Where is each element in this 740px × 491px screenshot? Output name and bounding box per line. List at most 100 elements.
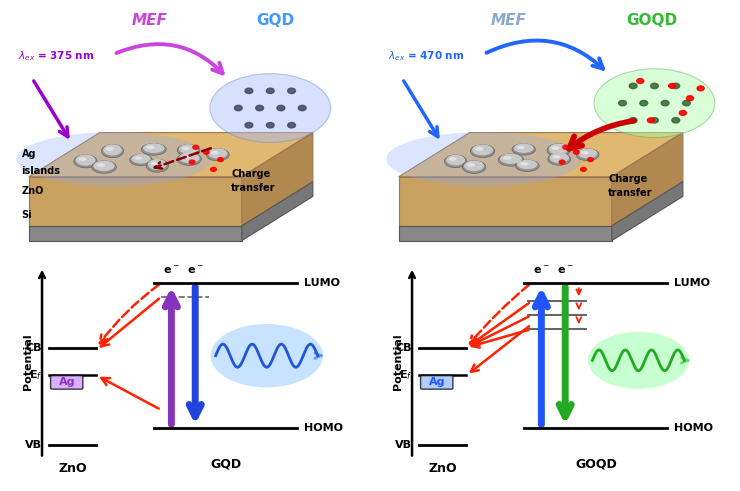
Text: transfer: transfer <box>231 184 276 193</box>
Circle shape <box>193 145 198 149</box>
Ellipse shape <box>515 160 539 171</box>
Circle shape <box>629 118 637 123</box>
Circle shape <box>298 106 306 111</box>
Ellipse shape <box>386 132 582 186</box>
Ellipse shape <box>177 144 200 156</box>
Circle shape <box>563 145 568 149</box>
Ellipse shape <box>576 149 599 161</box>
Text: e$^-$: e$^-$ <box>556 265 574 276</box>
Ellipse shape <box>472 144 493 155</box>
Ellipse shape <box>206 148 229 161</box>
Ellipse shape <box>78 157 87 161</box>
Ellipse shape <box>549 143 568 155</box>
Text: CB: CB <box>26 343 42 353</box>
Text: Potential: Potential <box>24 333 33 390</box>
Circle shape <box>672 83 679 89</box>
Ellipse shape <box>517 146 525 149</box>
Ellipse shape <box>512 144 536 155</box>
Text: MEF: MEF <box>491 13 527 27</box>
Ellipse shape <box>130 154 152 166</box>
Text: VB: VB <box>25 439 42 450</box>
Ellipse shape <box>134 156 142 160</box>
Ellipse shape <box>211 151 218 154</box>
Ellipse shape <box>552 146 559 150</box>
Circle shape <box>650 118 659 123</box>
Polygon shape <box>29 177 242 226</box>
Ellipse shape <box>97 163 105 167</box>
Circle shape <box>662 101 669 106</box>
Circle shape <box>266 123 274 128</box>
Circle shape <box>211 167 216 171</box>
Text: ZnO: ZnO <box>58 462 87 475</box>
Circle shape <box>235 106 242 111</box>
Ellipse shape <box>578 148 597 159</box>
Ellipse shape <box>467 163 475 167</box>
Text: Ag: Ag <box>21 149 36 159</box>
Circle shape <box>697 86 704 91</box>
Text: Charge: Charge <box>231 169 270 179</box>
Ellipse shape <box>520 162 528 165</box>
Ellipse shape <box>75 155 95 165</box>
Circle shape <box>256 106 263 111</box>
Circle shape <box>682 101 690 106</box>
Ellipse shape <box>182 155 190 159</box>
Ellipse shape <box>210 74 331 142</box>
Ellipse shape <box>449 157 457 161</box>
Ellipse shape <box>179 144 198 154</box>
Ellipse shape <box>106 147 113 151</box>
Polygon shape <box>29 226 242 241</box>
Circle shape <box>588 158 593 162</box>
Circle shape <box>650 83 659 89</box>
Ellipse shape <box>550 153 569 163</box>
Ellipse shape <box>475 147 483 151</box>
Ellipse shape <box>581 151 588 154</box>
Ellipse shape <box>101 144 124 158</box>
Ellipse shape <box>211 324 323 387</box>
Ellipse shape <box>446 155 465 165</box>
Text: e$^-$: e$^-$ <box>533 265 550 276</box>
Text: HOMO: HOMO <box>674 423 713 434</box>
Text: $\lambda_{ex}$ = 375 nm: $\lambda_{ex}$ = 375 nm <box>18 49 94 63</box>
Polygon shape <box>29 133 313 177</box>
Ellipse shape <box>445 155 467 168</box>
Text: E$_f$: E$_f$ <box>29 368 42 382</box>
Ellipse shape <box>141 143 166 155</box>
Ellipse shape <box>104 144 122 156</box>
Text: Ag: Ag <box>59 377 75 387</box>
Polygon shape <box>242 182 313 241</box>
Circle shape <box>288 88 295 94</box>
Text: LUMO: LUMO <box>674 278 710 288</box>
Circle shape <box>640 101 648 106</box>
Circle shape <box>669 83 676 88</box>
Text: GQD: GQD <box>256 13 295 27</box>
Polygon shape <box>612 133 683 226</box>
Ellipse shape <box>148 159 166 170</box>
FancyBboxPatch shape <box>50 375 83 389</box>
Ellipse shape <box>553 155 560 159</box>
Ellipse shape <box>92 161 116 173</box>
Circle shape <box>266 88 274 94</box>
Polygon shape <box>242 133 313 226</box>
Polygon shape <box>612 182 683 241</box>
Text: GOQD: GOQD <box>575 458 616 471</box>
Ellipse shape <box>500 154 522 164</box>
Ellipse shape <box>208 148 227 159</box>
Text: e$^-$: e$^-$ <box>163 265 180 276</box>
Text: ZnO: ZnO <box>21 186 44 196</box>
Ellipse shape <box>74 155 97 168</box>
Text: Si: Si <box>21 211 33 220</box>
Ellipse shape <box>147 159 169 172</box>
Circle shape <box>189 160 195 164</box>
Text: E$_f$: E$_f$ <box>399 368 412 382</box>
Circle shape <box>648 118 654 123</box>
Ellipse shape <box>93 161 115 171</box>
Text: e$^-$: e$^-$ <box>186 265 204 276</box>
Ellipse shape <box>179 153 200 163</box>
Polygon shape <box>399 177 612 226</box>
Circle shape <box>636 79 644 83</box>
Ellipse shape <box>151 162 158 165</box>
Circle shape <box>581 167 586 171</box>
Polygon shape <box>399 226 612 241</box>
Ellipse shape <box>547 144 570 157</box>
Ellipse shape <box>594 69 715 137</box>
